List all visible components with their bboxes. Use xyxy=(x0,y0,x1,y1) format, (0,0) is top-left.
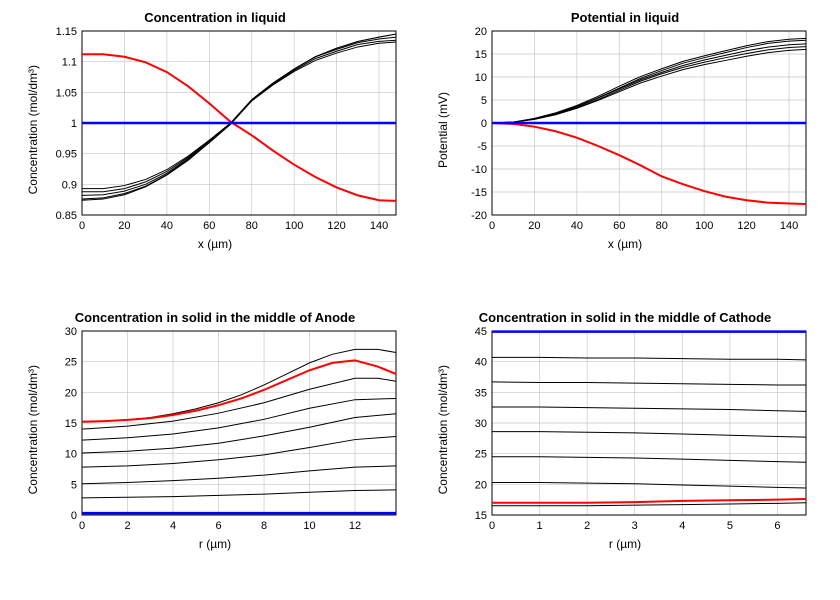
xlabel-tr: x (µm) xyxy=(608,237,642,251)
panel-top-left: Concentration in liquid Concentration (m… xyxy=(10,10,420,290)
svg-text:1.05: 1.05 xyxy=(56,87,77,99)
svg-text:80: 80 xyxy=(246,220,258,232)
ylabel-tr: Potential (mV) xyxy=(436,92,450,168)
svg-text:1: 1 xyxy=(71,118,77,130)
svg-text:1.1: 1.1 xyxy=(62,57,77,69)
svg-text:25: 25 xyxy=(475,449,487,461)
svg-text:10: 10 xyxy=(65,449,77,461)
title-bl: Concentration in solid in the middle of … xyxy=(75,310,355,325)
svg-text:30: 30 xyxy=(65,326,77,338)
svg-text:0.9: 0.9 xyxy=(62,179,77,191)
svg-text:4: 4 xyxy=(170,520,176,532)
svg-text:25: 25 xyxy=(65,357,77,369)
svg-text:10: 10 xyxy=(475,72,487,84)
svg-text:15: 15 xyxy=(65,418,77,430)
svg-text:100: 100 xyxy=(285,220,303,232)
svg-text:-20: -20 xyxy=(471,210,487,222)
xlabel-br: r (µm) xyxy=(609,537,641,551)
svg-text:1.15: 1.15 xyxy=(56,26,77,38)
svg-text:0: 0 xyxy=(489,520,495,532)
svg-text:20: 20 xyxy=(118,220,130,232)
svg-text:8: 8 xyxy=(261,520,267,532)
svg-text:-10: -10 xyxy=(471,164,487,176)
svg-text:40: 40 xyxy=(161,220,173,232)
svg-text:-5: -5 xyxy=(477,141,487,153)
svg-text:40: 40 xyxy=(475,357,487,369)
svg-text:20: 20 xyxy=(475,479,487,491)
svg-text:6: 6 xyxy=(215,520,221,532)
svg-text:4: 4 xyxy=(679,520,685,532)
svg-text:120: 120 xyxy=(737,220,755,232)
svg-text:3: 3 xyxy=(632,520,638,532)
svg-text:20: 20 xyxy=(65,387,77,399)
svg-text:12: 12 xyxy=(349,520,361,532)
svg-text:5: 5 xyxy=(71,479,77,491)
svg-text:45: 45 xyxy=(475,326,487,338)
svg-text:0: 0 xyxy=(71,510,77,522)
svg-text:1: 1 xyxy=(537,520,543,532)
svg-text:15: 15 xyxy=(475,510,487,522)
panel-top-right: Potential in liquid Potential (mV) 0 20 40… xyxy=(420,10,830,290)
plot-br: 012345615202530354045 xyxy=(454,325,814,535)
svg-text:15: 15 xyxy=(475,49,487,61)
title-br: Concentration in solid in the middle of … xyxy=(479,310,772,325)
svg-text:120: 120 xyxy=(327,220,345,232)
plot-tl: 0 20 40 60 80 100 120 140 0.85 0.9 0.95 1 1.05 1.1 1.1… xyxy=(44,25,404,235)
svg-text:0: 0 xyxy=(489,220,495,232)
ylabel-bl: Concentration (mol/dm³) xyxy=(26,365,40,494)
svg-text:0: 0 xyxy=(79,220,85,232)
svg-text:0: 0 xyxy=(481,118,487,130)
svg-text:5: 5 xyxy=(481,95,487,107)
panel-bottom-left: Concentration in solid in the middle of … xyxy=(10,310,420,590)
svg-text:60: 60 xyxy=(203,220,215,232)
svg-text:-15: -15 xyxy=(471,187,487,199)
svg-text:140: 140 xyxy=(780,220,798,232)
svg-text:80: 80 xyxy=(656,220,668,232)
svg-text:30: 30 xyxy=(475,418,487,430)
svg-text:2: 2 xyxy=(124,520,130,532)
svg-text:0.95: 0.95 xyxy=(56,149,77,161)
ylabel-tl: Concentration (mol/dm³) xyxy=(26,65,40,194)
svg-text:6: 6 xyxy=(774,520,780,532)
svg-text:0: 0 xyxy=(79,520,85,532)
plot-bl: 0 2 4 6 8 10 12 0 5 10 15 20 25 30 xyxy=(44,325,404,535)
svg-text:5: 5 xyxy=(727,520,733,532)
svg-text:100: 100 xyxy=(695,220,713,232)
svg-text:140: 140 xyxy=(370,220,388,232)
svg-text:20: 20 xyxy=(528,220,540,232)
xlabel-bl: r (µm) xyxy=(199,537,231,551)
plot-tr: 0 20 40 60 80 100 120 140 -20 -15 -10 -5 0 5 10 15 20 xyxy=(454,25,814,235)
title-tr: Potential in liquid xyxy=(571,10,679,25)
svg-text:20: 20 xyxy=(475,26,487,38)
svg-text:2: 2 xyxy=(584,520,590,532)
ylabel-br: Concentration (mol/dm³) xyxy=(436,365,450,494)
svg-text:40: 40 xyxy=(571,220,583,232)
svg-text:10: 10 xyxy=(303,520,315,532)
figure-grid: Concentration in liquid Concentration (m… xyxy=(0,0,840,600)
xlabel-tl: x (µm) xyxy=(198,237,232,251)
svg-text:60: 60 xyxy=(613,220,625,232)
svg-text:35: 35 xyxy=(475,387,487,399)
panel-bottom-right: Concentration in solid in the middle of … xyxy=(420,310,830,590)
svg-text:0.85: 0.85 xyxy=(56,210,77,222)
title-tl: Concentration in liquid xyxy=(144,10,286,25)
